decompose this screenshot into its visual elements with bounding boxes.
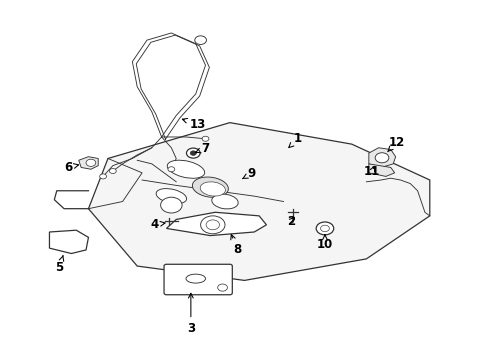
Circle shape [190, 151, 196, 156]
Circle shape [217, 284, 227, 291]
Circle shape [202, 136, 208, 141]
Text: 6: 6 [64, 161, 79, 174]
Circle shape [205, 220, 219, 230]
Text: 10: 10 [316, 235, 332, 251]
Ellipse shape [211, 194, 238, 209]
Ellipse shape [192, 177, 228, 197]
Circle shape [316, 222, 333, 235]
Circle shape [200, 216, 224, 234]
Text: 7: 7 [195, 142, 209, 155]
Text: 13: 13 [182, 118, 206, 131]
Ellipse shape [200, 182, 225, 196]
Text: 3: 3 [186, 293, 195, 335]
Ellipse shape [156, 189, 186, 204]
Circle shape [320, 225, 329, 231]
Circle shape [109, 168, 116, 174]
Polygon shape [49, 230, 88, 253]
Circle shape [186, 148, 200, 158]
Polygon shape [166, 212, 266, 235]
Polygon shape [368, 164, 394, 176]
Text: 12: 12 [387, 136, 404, 152]
Circle shape [160, 197, 182, 213]
Text: 1: 1 [288, 132, 302, 148]
Text: 4: 4 [150, 218, 165, 231]
Text: 9: 9 [242, 167, 255, 180]
Text: 8: 8 [230, 235, 241, 256]
Ellipse shape [185, 274, 205, 283]
Circle shape [86, 159, 96, 166]
Ellipse shape [167, 160, 204, 178]
Polygon shape [79, 157, 98, 169]
Polygon shape [368, 148, 395, 167]
FancyBboxPatch shape [163, 264, 232, 295]
Circle shape [194, 36, 206, 44]
Text: 5: 5 [55, 256, 63, 274]
Circle shape [100, 174, 106, 179]
Circle shape [374, 153, 388, 163]
Text: 11: 11 [364, 165, 380, 177]
Circle shape [167, 167, 174, 172]
Text: 2: 2 [286, 215, 294, 228]
Polygon shape [88, 123, 429, 280]
